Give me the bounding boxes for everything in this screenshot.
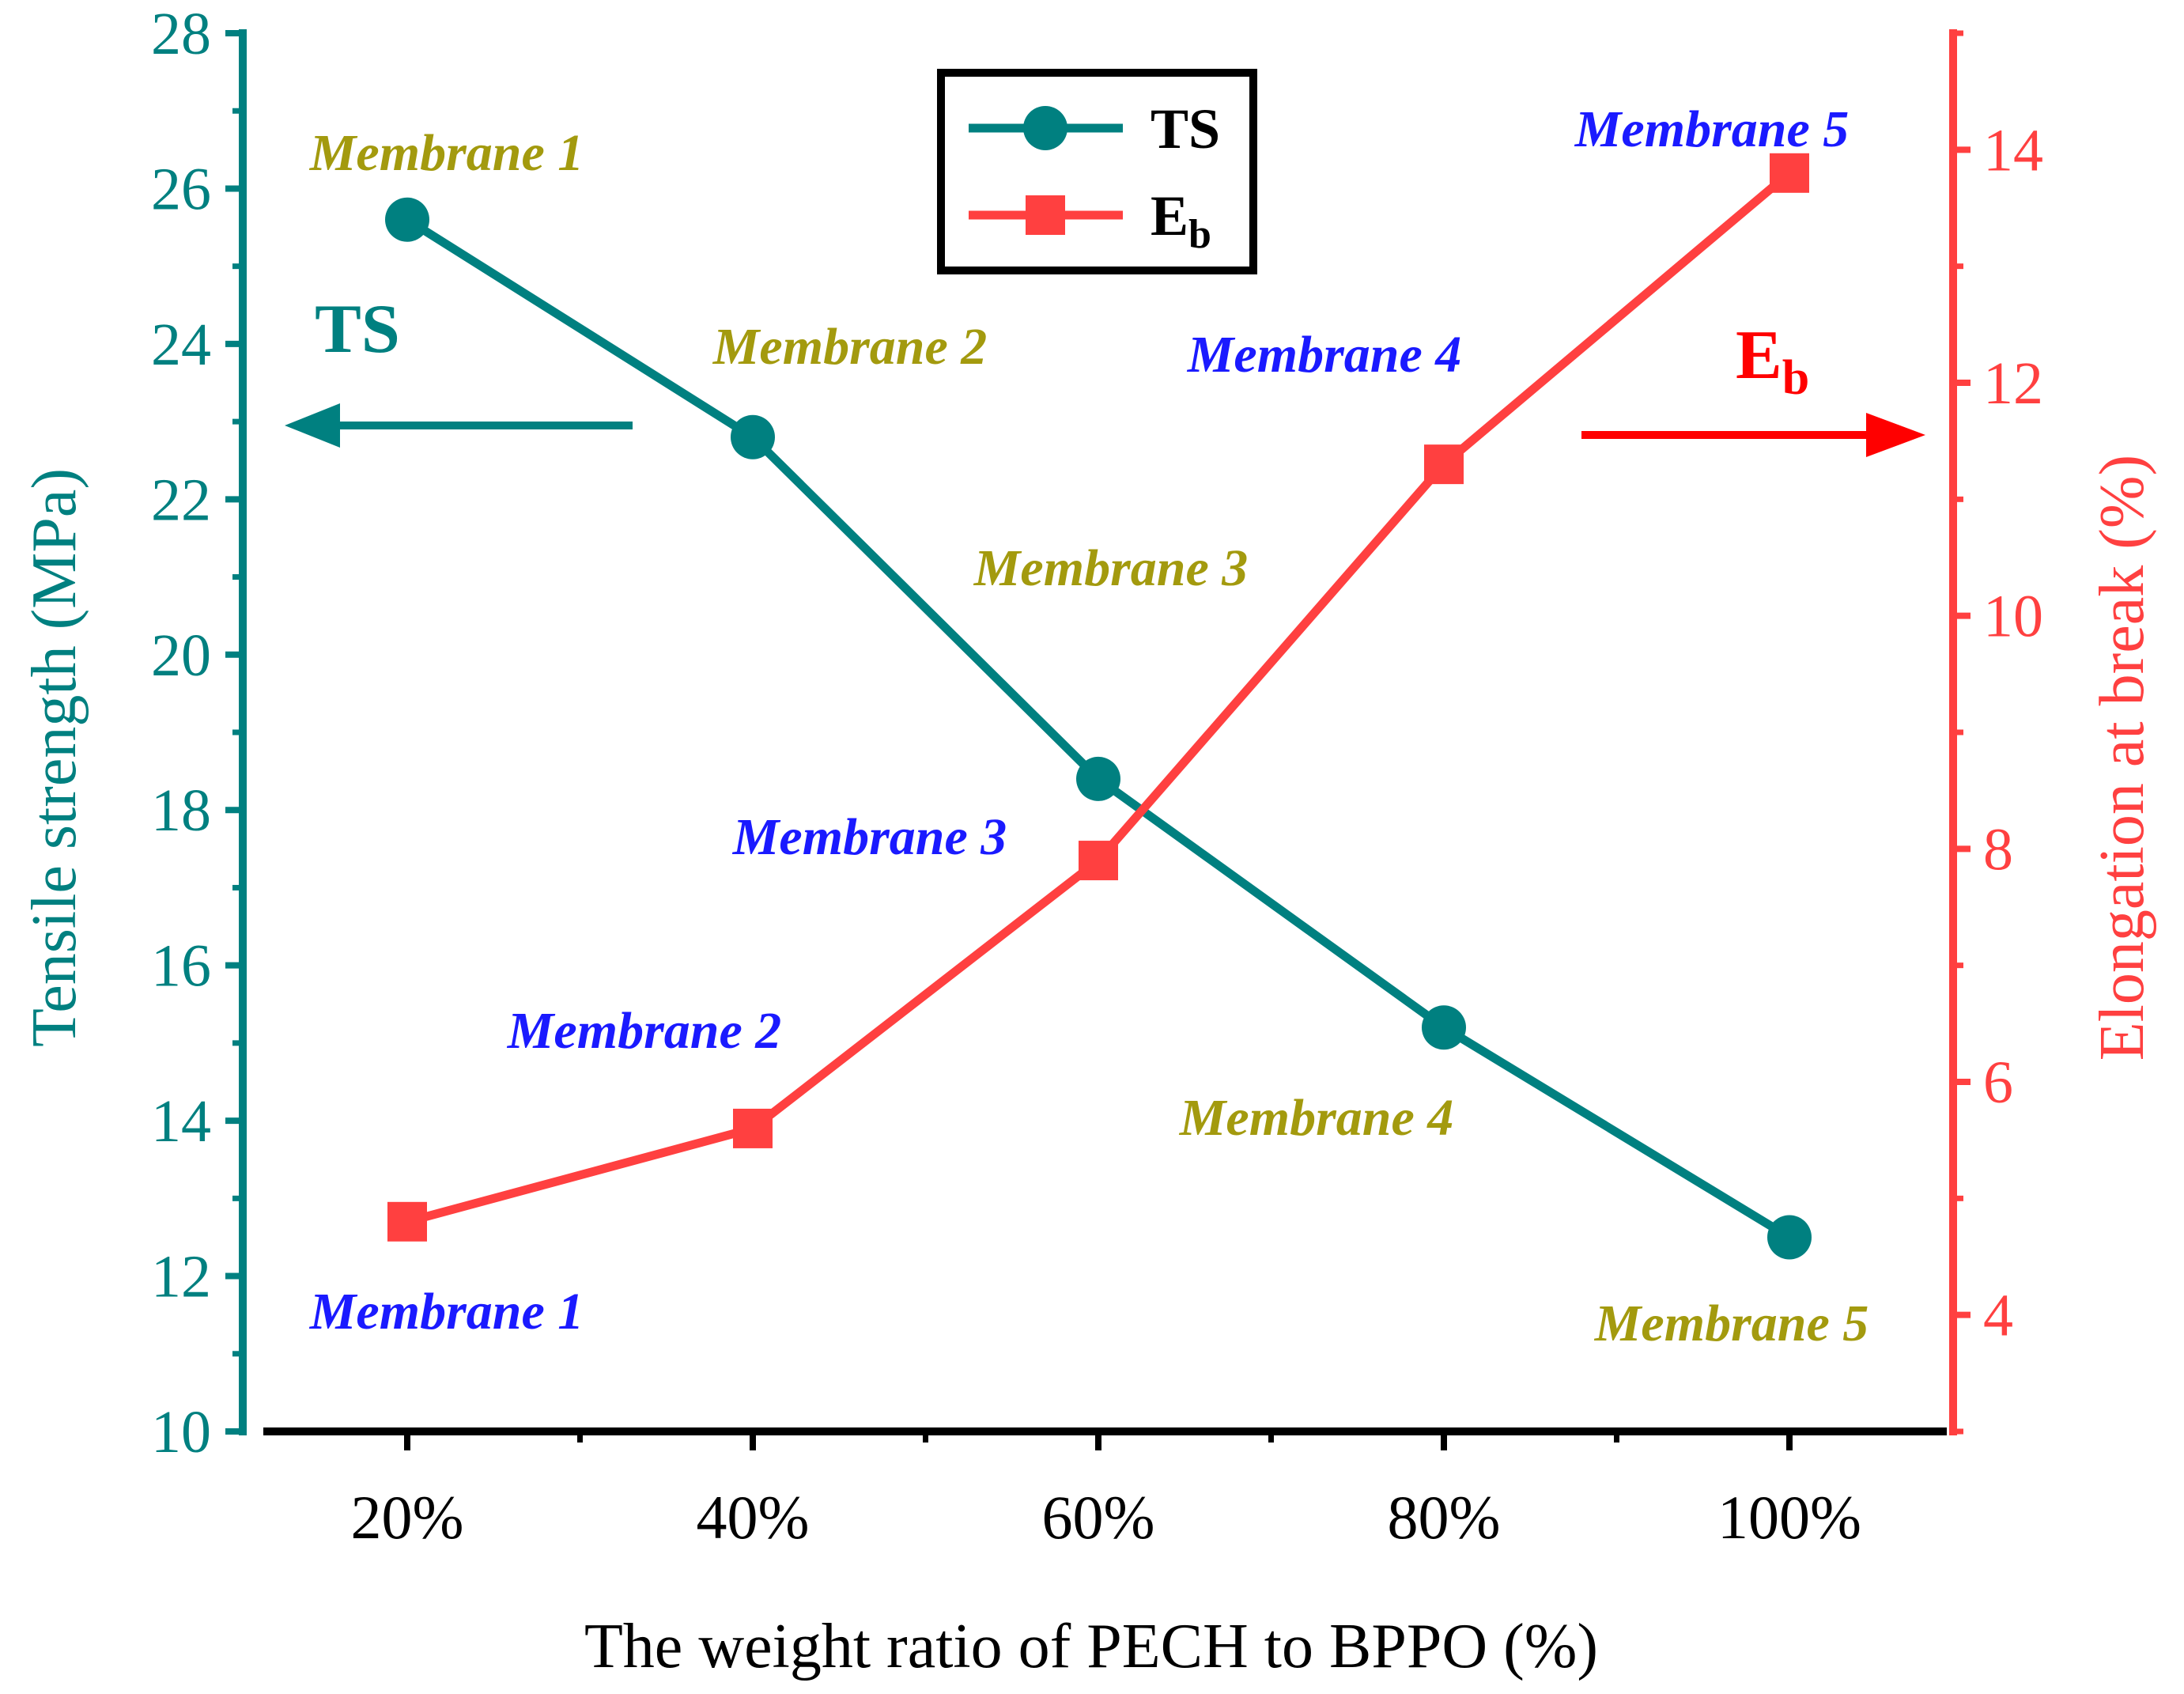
left-axis-ticks: 10 12 14 16 18 20 22 24 26 28 — [151, 1, 243, 1465]
left-tick-label: 10 — [151, 1399, 211, 1465]
right-tick-label: 12 — [1983, 350, 2043, 417]
right-tick-label: 8 — [1983, 816, 2013, 883]
ts-arrow-label: TS — [315, 291, 400, 368]
ts-arrow-head — [285, 403, 340, 448]
eb-point-label: Membrane 1 — [309, 1283, 584, 1340]
ts-point-label: Membrane 2 — [712, 318, 988, 376]
legend-box — [937, 69, 1257, 274]
left-tick-label: 24 — [151, 312, 211, 378]
right-axis-ticks: 4 6 8 10 12 14 — [1953, 30, 2043, 1435]
side-arrows: TS Eb — [285, 291, 1925, 457]
eb-point — [1424, 444, 1464, 485]
legend: TS Eb — [937, 69, 1257, 274]
eb-point-label: Membrane 2 — [507, 1002, 782, 1060]
left-tick-label: 26 — [151, 156, 211, 222]
x-axis-title: The weight ratio of PECH to BPPO (%) — [584, 1612, 1598, 1681]
right-tick-label: 4 — [1983, 1283, 2013, 1349]
eb-arrow-label: Eb — [1736, 317, 1809, 405]
ts-point-label: Membrane 5 — [1594, 1295, 1869, 1352]
legend-ts-marker — [1023, 106, 1067, 150]
left-tick-label: 18 — [151, 777, 211, 844]
ts-point — [731, 414, 775, 459]
left-tick-label: 20 — [151, 622, 211, 689]
ts-point — [1422, 1005, 1466, 1050]
eb-point — [387, 1201, 427, 1242]
ts-point — [1076, 756, 1120, 801]
left-tick-label: 14 — [151, 1088, 211, 1155]
left-axis-title: Tensile strength (MPa) — [20, 468, 89, 1047]
left-tick-label: 28 — [151, 1, 211, 67]
ts-point-label: Membrane 4 — [1179, 1089, 1454, 1147]
series-layer — [385, 153, 1812, 1260]
x-tick-label: 40% — [697, 1483, 810, 1552]
left-tick-label: 16 — [151, 933, 211, 1000]
ts-point — [385, 197, 429, 242]
x-tick-label: 20% — [351, 1483, 464, 1552]
ts-point — [1767, 1215, 1812, 1260]
left-tick-label: 22 — [151, 467, 211, 533]
annotation-layer: Membrane 1 Membrane 2 Membrane 3 Membrane 4… — [309, 100, 1869, 1352]
right-tick-label: 6 — [1983, 1049, 2013, 1116]
legend-ts-label: TS — [1151, 97, 1220, 161]
legend-eb-marker — [1026, 195, 1065, 235]
x-tick-label: 100% — [1717, 1483, 1861, 1552]
eb-series-line — [406, 169, 1793, 1227]
x-axis-ticks: 20% 40% 60% 80% 100% — [351, 1431, 1861, 1552]
eb-point — [733, 1108, 773, 1148]
x-tick-label: 80% — [1388, 1483, 1501, 1552]
eb-point-label: Membrane 4 — [1187, 326, 1462, 384]
eb-point-label: Membrane 5 — [1574, 100, 1850, 158]
left-tick-label: 12 — [151, 1244, 211, 1310]
eb-point — [1770, 153, 1809, 193]
ts-series-line — [405, 216, 1792, 1242]
ts-point-label: Membrane 1 — [309, 124, 584, 182]
legend-eb-label: Eb — [1151, 184, 1211, 257]
right-axis-title: Elongation at break (%) — [2088, 455, 2157, 1061]
eb-point — [1079, 841, 1118, 881]
ts-point-label: Membrane 3 — [973, 539, 1249, 597]
right-tick-label: 10 — [1983, 584, 2043, 650]
eb-arrow-head — [1866, 413, 1925, 457]
x-tick-label: 60% — [1042, 1483, 1155, 1552]
eb-point-label: Membrane 3 — [732, 808, 1007, 866]
right-tick-label: 14 — [1983, 117, 2043, 183]
